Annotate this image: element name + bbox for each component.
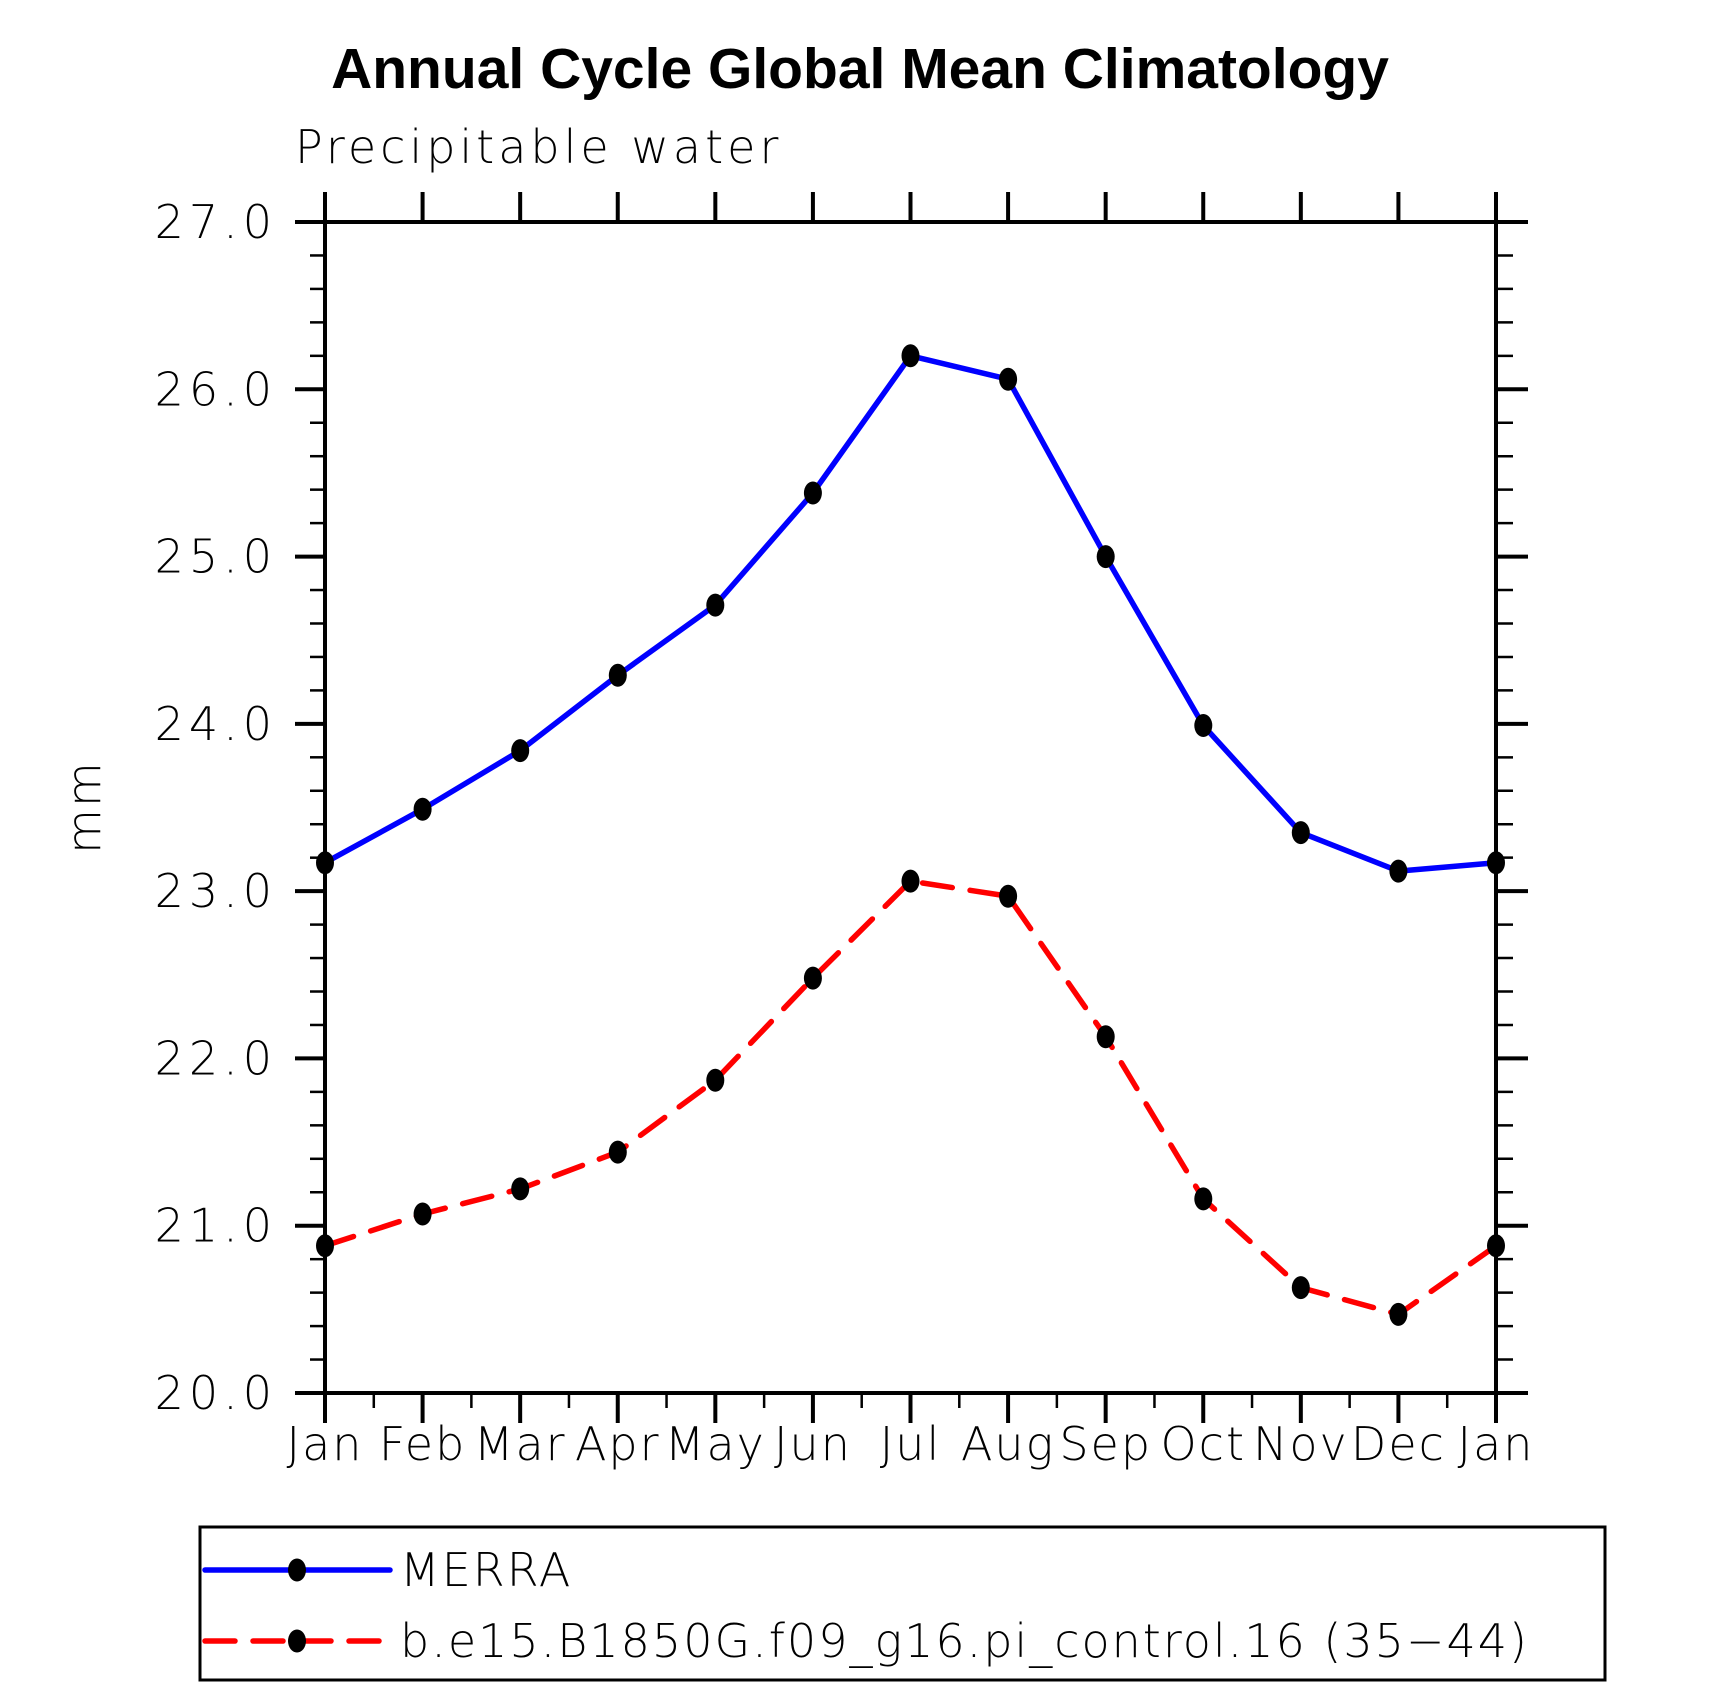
data-point-marker [413, 1202, 432, 1226]
chart-title: Annual Cycle Global Mean Climatology [331, 37, 1389, 101]
data-point-marker [1389, 1302, 1408, 1326]
x-tick-label: Aug [961, 1417, 1055, 1471]
x-tick-label: Jun [774, 1417, 852, 1471]
y-axis-label: mm [57, 760, 111, 854]
data-point-marker [1096, 1025, 1115, 1049]
y-tick-label: 20.0 [155, 1366, 277, 1420]
data-point-marker [608, 1140, 627, 1164]
plot-frame [323, 220, 1498, 1395]
data-point-marker [1291, 821, 1310, 845]
x-tick-label: Mar [474, 1417, 567, 1471]
data-point-marker [1487, 851, 1505, 875]
y-tick-label: 23.0 [155, 864, 277, 918]
y-tick-label: 26.0 [155, 362, 277, 416]
data-point-marker [316, 1234, 334, 1258]
x-tick-label: Oct [1160, 1417, 1246, 1471]
data-point-marker [1194, 1187, 1213, 1211]
data-point-marker [901, 344, 920, 368]
legend: MERRA b.e15.B1850G.f09_g16.pi_control.16… [198, 1525, 1607, 1682]
data-point-marker [706, 1068, 725, 1092]
data-point-marker [999, 367, 1018, 391]
x-tick-label: Apr [575, 1417, 661, 1471]
x-tick-label: Dec [1351, 1417, 1446, 1471]
data-point-marker [1487, 1234, 1505, 1258]
x-tick-label: Jan [287, 1417, 364, 1471]
y-tick-label: 24.0 [155, 697, 277, 751]
data-point-marker [901, 869, 920, 893]
data-point-marker [1194, 714, 1213, 737]
x-tick-label: Feb [379, 1417, 466, 1471]
data-point-marker [316, 851, 334, 875]
series-line-1 [322, 878, 1499, 1318]
x-tick-label: Jul [880, 1417, 942, 1471]
legend-label-model: b.e15.B1850G.f09_g16.pi_control.16 (35−4… [400, 1614, 1529, 1668]
x-tick-label: Jan [1458, 1417, 1535, 1471]
data-point-marker [511, 1177, 530, 1201]
data-point-marker [413, 797, 432, 821]
data-point-marker [706, 593, 725, 617]
data-point-marker [1291, 1276, 1310, 1300]
series-line-0 [322, 353, 1499, 874]
legend-label-merra: MERRA [400, 1543, 572, 1597]
data-point-marker [511, 739, 530, 763]
y-tick-label: 25.0 [155, 530, 277, 584]
legend-box [198, 1525, 1607, 1682]
data-point-marker [608, 663, 627, 687]
data-point-marker [999, 884, 1018, 908]
chart-subtitle: Precipitable water [295, 120, 782, 174]
y-tick-label: 21.0 [155, 1199, 277, 1253]
legend-marker-icon [288, 1629, 306, 1653]
legend-marker-icon [288, 1558, 306, 1582]
y-tick-label: 22.0 [155, 1031, 277, 1085]
x-tick-label: Nov [1253, 1417, 1349, 1471]
y-tick-label: 27.0 [155, 195, 277, 249]
x-tick-label: Sep [1059, 1417, 1152, 1471]
data-point-marker [803, 481, 822, 505]
data-point-marker [1389, 859, 1408, 883]
data-point-marker [803, 966, 822, 990]
data-point-marker [1096, 545, 1115, 569]
x-tick-label: May [665, 1417, 766, 1471]
